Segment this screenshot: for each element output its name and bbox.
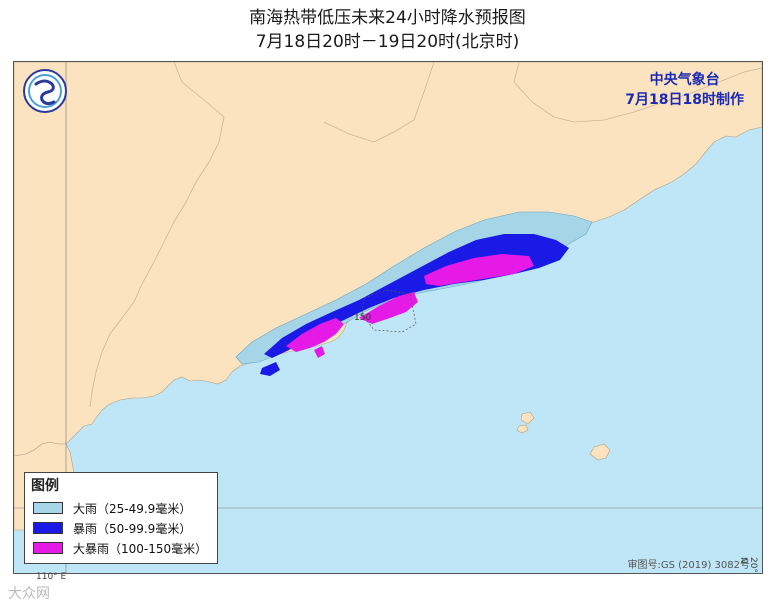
legend-label: 暴雨（50-99.9毫米） <box>73 521 192 536</box>
rain-area-rainstorm <box>260 362 280 376</box>
legend-item-torrential: 大暴雨（100-150毫米） <box>33 541 208 556</box>
issue-time: 7月18日18时制作 <box>625 92 744 108</box>
island <box>520 411 535 425</box>
map-subtitle: 7月18日20时－19日20时(北京时) <box>255 32 520 52</box>
legend: 图例 大雨（25-49.9毫米） 暴雨（50-99.9毫米） 大暴雨（100-1… <box>24 472 218 564</box>
cma-logo-icon <box>22 68 68 114</box>
legend-item-heavy-rain: 大雨（25-49.9毫米） <box>33 501 192 516</box>
province-boundary <box>323 62 435 143</box>
map-title: 南海热带低压未来24小时降水预报图 <box>249 8 526 28</box>
island <box>516 424 529 434</box>
contour-label: 150 <box>354 313 371 323</box>
province-boundary <box>89 62 225 408</box>
watermark: 大众网 <box>8 586 50 602</box>
legend-swatch <box>33 542 63 554</box>
longitude-label: 110° E <box>36 572 67 582</box>
rain-area-torrential <box>314 346 325 358</box>
agency-name: 中央气象台 <box>649 72 720 88</box>
map-frame: 150 中央气象台 7月18日18时制作 图例 大雨（25-49.9毫米） 暴雨… <box>13 61 763 574</box>
rain-area-torrential <box>359 292 418 324</box>
legend-swatch <box>33 522 63 534</box>
legend-label: 大雨（25-49.9毫米） <box>73 501 192 516</box>
rain-area-torrential <box>286 318 344 352</box>
legend-label: 大暴雨（100-150毫米） <box>73 541 208 556</box>
latitude-label: 20° N <box>738 557 758 573</box>
province-boundary <box>513 62 762 123</box>
approval-number: 审图号:GS (2019) 3082号 <box>627 560 750 571</box>
title-block: 南海热带低压未来24小时降水预报图 7月18日20时－19日20时(北京时) <box>0 6 775 54</box>
legend-item-rainstorm: 暴雨（50-99.9毫米） <box>33 521 192 536</box>
rain-area-torrential <box>424 254 534 286</box>
agency-block: 中央气象台 7月18日18时制作 <box>625 70 744 110</box>
island <box>589 443 611 461</box>
legend-title: 图例 <box>31 478 59 494</box>
legend-swatch <box>33 502 63 514</box>
